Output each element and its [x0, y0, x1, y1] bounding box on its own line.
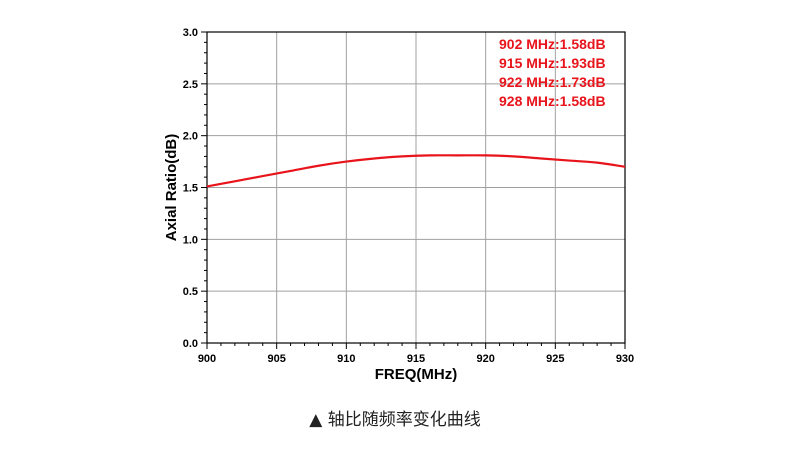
x-tick-label: 915 [407, 353, 425, 365]
x-tick-label: 910 [337, 353, 355, 365]
annotation-label: 922 MHz:1.73dB [499, 74, 606, 90]
annotation-label: 928 MHz:1.58dB [499, 93, 606, 109]
series-group [206, 154, 626, 188]
y-tick-label: 3.0 [183, 27, 198, 39]
chart-grid [207, 32, 625, 343]
x-tick-label: 900 [198, 353, 216, 365]
caption-text: 轴比随频率变化曲线 [327, 410, 481, 430]
y-tick-label: 1.0 [183, 234, 198, 246]
x-tick-label: 920 [476, 353, 494, 365]
figure-caption: ▲ 轴比随频率变化曲线 [0, 405, 790, 430]
x-tick-label: 925 [546, 353, 564, 365]
y-tick-label: 1.5 [183, 183, 198, 195]
x-tick-label: 905 [267, 353, 285, 365]
y-tick-label: 0.5 [183, 286, 198, 298]
axial-ratio-chart: 900 905 910 915 920 925 930 0.0 0.5 1.0 1.5 2.0 2.5… [163, 27, 634, 383]
y-tick-label: 0.0 [183, 338, 198, 350]
annotation-group: 902 MHz:1.58dB 915 MHz:1.93dB 922 MHz:1.73… [499, 36, 606, 109]
x-axis-title: FREQ(MHz) [375, 366, 458, 383]
annotation-label: 902 MHz:1.58dB [499, 36, 606, 52]
axis-ticks [201, 31, 626, 349]
triangle-icon: ▲ [309, 410, 323, 430]
y-tick-labels: 0.0 0.5 1.0 1.5 2.0 2.5 3.0 [183, 27, 198, 350]
series-line [206, 154, 626, 188]
y-axis-title: Axial Ratio(dB) [163, 134, 180, 242]
x-tick-label: 930 [616, 353, 634, 365]
x-tick-labels: 900 905 910 915 920 925 930 [198, 353, 634, 365]
y-tick-label: 2.5 [183, 79, 198, 91]
y-tick-label: 2.0 [183, 131, 198, 143]
annotation-label: 915 MHz:1.93dB [499, 55, 606, 71]
